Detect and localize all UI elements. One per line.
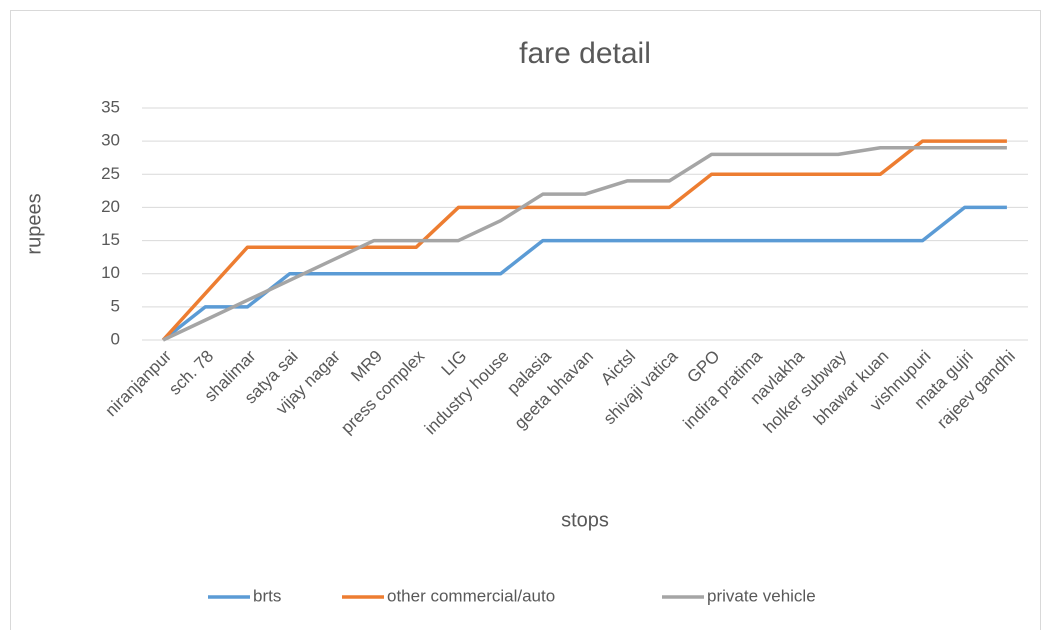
chart-title: fare detail — [519, 37, 651, 70]
y-tick-label: 30 — [101, 131, 120, 150]
legend-label: other commercial/auto — [387, 586, 555, 605]
y-axis-label: rupees — [23, 193, 45, 254]
legend-label: private vehicle — [707, 586, 816, 605]
y-tick-label: 10 — [101, 263, 120, 282]
legend-label: brts — [253, 586, 281, 605]
y-tick-label: 5 — [111, 296, 120, 315]
y-tick-label: 0 — [111, 329, 120, 348]
chart-border — [10, 10, 1041, 630]
y-tick-label: 25 — [101, 164, 120, 183]
series-line — [161, 139, 1007, 342]
x-axis-label: stops — [561, 509, 609, 531]
series-line — [162, 146, 1007, 342]
y-tick-label: 35 — [101, 97, 120, 116]
y-tick-label: 15 — [101, 230, 120, 249]
y-tick-label: 20 — [101, 197, 120, 216]
